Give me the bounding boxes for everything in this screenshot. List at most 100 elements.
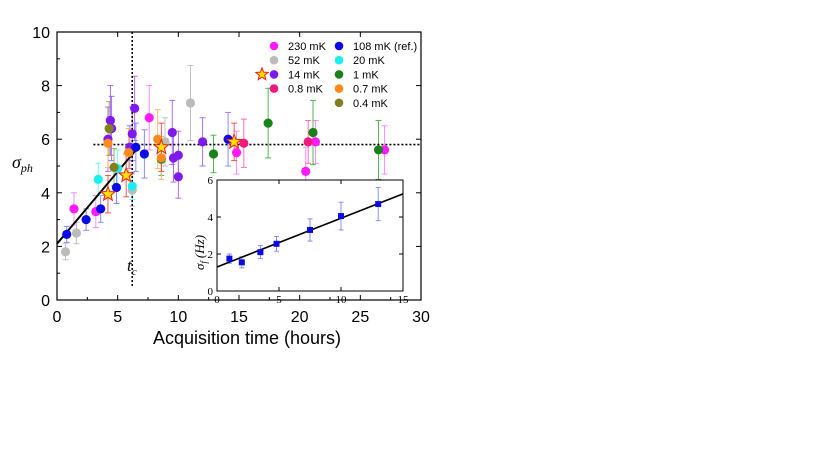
star-point [99, 185, 117, 202]
y-axis-title-main: σ [12, 152, 22, 172]
y-tick-label: 2 [41, 239, 50, 256]
inset-data-point [338, 213, 344, 220]
main-annotation-lines [56, 32, 421, 288]
y-axis-title-sub: ph [20, 161, 33, 175]
tc-label-main: t [127, 256, 133, 275]
legend-marker [334, 70, 344, 79]
data-point [303, 137, 313, 147]
data-point [144, 113, 154, 123]
inset-data-point [226, 255, 233, 262]
inset-y-tick-label: 0 [208, 286, 214, 298]
legend-marker [269, 41, 279, 51]
y-tick-label: 6 [41, 132, 50, 149]
data-point [373, 145, 384, 155]
legend-marker [269, 55, 279, 65]
data-point [173, 172, 183, 182]
star-point [117, 166, 135, 183]
inset-y-tick-label: 2 [208, 249, 214, 261]
inset-data-point [375, 201, 382, 208]
legend-marker [269, 70, 279, 79]
data-point [301, 166, 311, 176]
y-tick-label: 8 [41, 79, 50, 96]
inset-y-title-main: σ [192, 263, 207, 270]
legend-label: 20 mK [353, 55, 385, 67]
data-point [111, 182, 122, 193]
y-tick-label: 4 [41, 186, 50, 203]
inset-plot: 0 5 10 15 0 2 4 6 σf (Hz) [192, 175, 409, 306]
inset-x-tick-label: 0 [214, 294, 220, 306]
y-tick-label: 0 [41, 293, 50, 310]
data-point [123, 148, 134, 158]
legend-label: 0.7 mK [353, 84, 389, 96]
data-point [71, 228, 82, 238]
data-point [62, 229, 72, 239]
inset-axis-ticks: 0 5 10 15 0 2 4 6 [208, 175, 410, 306]
data-point [153, 134, 163, 144]
data-point [139, 149, 149, 159]
x-tick-label: 0 [53, 309, 62, 326]
data-point [109, 162, 119, 172]
data-point [104, 123, 114, 134]
inset-y-title-sub: f [199, 260, 209, 264]
data-point [185, 98, 196, 108]
data-point [69, 204, 79, 214]
inset-x-tick-label: 5 [276, 294, 282, 306]
data-point [208, 149, 219, 159]
fit-line [56, 147, 138, 245]
data-point [231, 148, 242, 158]
y-tick-label: 10 [32, 25, 50, 42]
data-point [131, 142, 141, 152]
inset-y-axis-title: σf (Hz) [192, 235, 209, 270]
x-axis-title: Acquisition time (hours) [153, 328, 341, 348]
star-point [225, 132, 243, 150]
x-tick-label: 5 [113, 309, 122, 326]
x-tick-label: 10 [169, 309, 187, 326]
legend-label: 108 mK (ref.) [353, 41, 417, 53]
x-tick-label: 15 [230, 309, 248, 326]
legend-label: 14 mK [288, 69, 320, 81]
data-point [156, 153, 166, 163]
data-point [310, 137, 321, 147]
inset-data-point [238, 259, 245, 266]
data-point [167, 127, 177, 138]
legend-label: 52 mK [288, 55, 320, 67]
legend-marker [334, 55, 344, 65]
inset-x-tick-label: 10 [336, 294, 348, 306]
legend-marker [334, 41, 344, 51]
inset-data-point [307, 226, 313, 233]
data-point [60, 247, 71, 257]
legend-marker [334, 84, 344, 93]
data-point [130, 103, 140, 113]
legend: 230 mK 108 mK (ref.) 52 mK 20 mK 14 mK 1 mK 0.… [254, 41, 417, 110]
legend-label: 1 mK [353, 69, 379, 81]
inset-y-tick-label: 4 [208, 212, 214, 224]
tc-label: tc [127, 256, 137, 278]
data-point [198, 137, 208, 147]
inset-data-points [226, 201, 382, 266]
data-point [173, 150, 183, 160]
data-point [127, 129, 137, 139]
legend-marker [269, 84, 279, 93]
legend-label: 230 mK [288, 41, 327, 53]
data-point [103, 138, 113, 148]
data-point [105, 115, 115, 126]
data-point [308, 127, 318, 138]
inset-x-tick-label: 15 [398, 294, 410, 306]
inset-y-title-unit: (Hz) [192, 235, 207, 258]
star-point [152, 138, 170, 155]
x-tick-label: 25 [351, 309, 369, 326]
data-point [96, 204, 106, 214]
x-tick-label: 20 [291, 309, 309, 326]
inset-data-point [257, 249, 264, 256]
data-point [239, 138, 249, 148]
legend-star-marker [254, 66, 270, 81]
main-data-points [60, 98, 390, 257]
data-point [263, 118, 273, 128]
inset-y-tick-label: 6 [208, 175, 214, 187]
data-point [127, 181, 137, 191]
legend-label: 0.4 mK [353, 98, 389, 110]
data-point [93, 174, 103, 184]
tc-label-sub: c [132, 266, 137, 278]
